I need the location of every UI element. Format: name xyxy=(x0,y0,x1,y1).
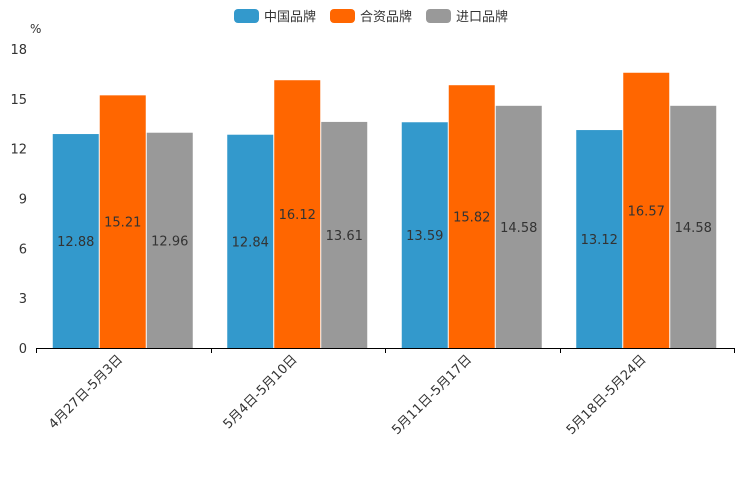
legend-item[interactable]: 进口品牌 xyxy=(426,9,508,25)
bar-value-label: 13.59 xyxy=(406,229,443,244)
y-tick-label: 15 xyxy=(10,93,27,108)
bar[interactable] xyxy=(321,121,368,348)
bar[interactable] xyxy=(448,85,495,348)
bar-value-label: 12.88 xyxy=(57,235,94,250)
x-axis: 4月27日-5月3日 5月4日-5月10日 5月11日-5月17日 5月18日-5月2… xyxy=(36,348,735,438)
bar[interactable] xyxy=(576,130,623,348)
y-axis: 0 3 6 9 12 15 18 xyxy=(10,43,27,357)
bar[interactable] xyxy=(274,80,321,349)
legend-swatch xyxy=(234,9,259,23)
bar-value-label: 13.61 xyxy=(326,229,363,244)
bar-value-label: 12.84 xyxy=(232,235,269,250)
bar[interactable] xyxy=(99,95,146,348)
legend-label: 合资品牌 xyxy=(360,9,412,25)
bar-value-label: 15.21 xyxy=(104,216,141,231)
legend-swatch xyxy=(426,9,451,23)
bar-value-label: 16.57 xyxy=(628,204,665,219)
bar-value-label: 12.96 xyxy=(151,234,188,249)
bar[interactable] xyxy=(146,132,193,348)
legend-item[interactable]: 合资品牌 xyxy=(330,9,412,25)
bars-group: 12.88 15.21 12.96 12.84 16.12 13.61 13.59 15.82… xyxy=(52,72,717,349)
bar[interactable] xyxy=(623,72,670,348)
x-tick-label: 4月27日-5月3日 xyxy=(46,352,126,432)
legend-label: 进口品牌 xyxy=(456,9,508,25)
bar-value-label: 15.82 xyxy=(453,211,490,226)
y-tick-label: 3 xyxy=(19,292,27,307)
bar-value-label: 13.12 xyxy=(581,233,618,248)
bar[interactable] xyxy=(227,134,274,348)
y-tick-label: 6 xyxy=(19,242,27,257)
bar-value-label: 14.58 xyxy=(675,221,712,236)
x-tick-label: 5月4日-5月10日 xyxy=(221,352,301,432)
bar[interactable] xyxy=(401,122,448,348)
legend-swatch xyxy=(330,9,355,23)
y-tick-label: 9 xyxy=(19,193,27,208)
bar[interactable] xyxy=(495,105,542,348)
y-tick-label: 0 xyxy=(19,342,27,357)
legend: 中国品牌 合资品牌 进口品牌 xyxy=(234,9,508,25)
x-tick-label: 5月18日-5月24日 xyxy=(564,352,650,438)
y-axis-unit-label: % xyxy=(30,22,41,36)
y-tick-label: 12 xyxy=(10,143,27,158)
bar[interactable] xyxy=(670,105,717,348)
legend-label: 中国品牌 xyxy=(264,9,316,25)
bar-value-label: 16.12 xyxy=(279,208,316,223)
x-tick-label: 5月11日-5月17日 xyxy=(389,352,475,438)
y-tick-label: 18 xyxy=(10,43,27,58)
legend-item[interactable]: 中国品牌 xyxy=(234,9,316,25)
bar-value-label: 14.58 xyxy=(500,221,537,236)
bar[interactable] xyxy=(52,134,99,348)
